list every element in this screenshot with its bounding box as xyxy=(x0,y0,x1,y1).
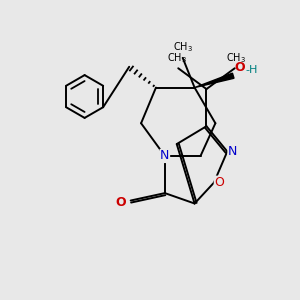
Polygon shape xyxy=(195,73,234,88)
Text: N: N xyxy=(228,145,237,158)
Text: O: O xyxy=(235,61,245,74)
Text: CH$_3$: CH$_3$ xyxy=(167,51,187,65)
Text: O: O xyxy=(116,196,126,208)
Text: O: O xyxy=(214,176,224,189)
Text: CH$_3$: CH$_3$ xyxy=(173,40,193,54)
Text: -H: -H xyxy=(246,65,258,75)
Text: N: N xyxy=(160,149,170,162)
Text: CH$_3$: CH$_3$ xyxy=(226,51,246,65)
